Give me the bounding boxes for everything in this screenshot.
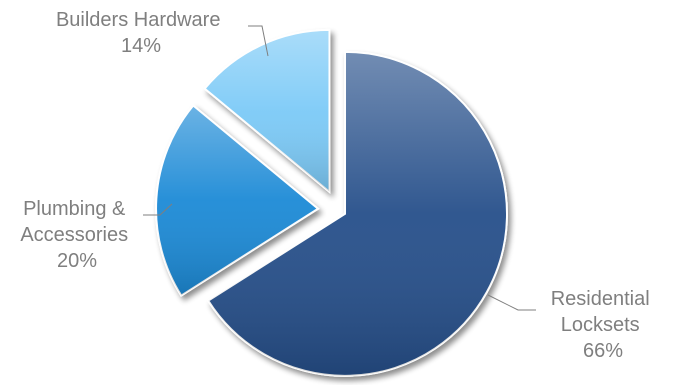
pie-slices xyxy=(155,28,508,377)
pie-slice-residential-locksets xyxy=(206,50,508,377)
slice-label-line: Builders Hardware xyxy=(56,9,221,31)
slice-value-label: 20% xyxy=(57,250,97,272)
slice-label-line: Accessories xyxy=(20,224,128,246)
slice-label-line: Residential xyxy=(551,288,650,310)
slice-label-plumbing-accessories: Plumbing & Accessories 20% xyxy=(20,198,133,272)
slice-label-line: Plumbing & xyxy=(23,198,126,220)
pie-slice-gloss xyxy=(204,29,330,192)
slice-value-label: 14% xyxy=(121,35,161,57)
slice-label-builders-hardware: Builders Hardware 14% xyxy=(56,9,226,57)
pie-slice-plumbing-accessories xyxy=(155,104,320,297)
slice-value-label: 66% xyxy=(583,340,623,362)
pie-slice-gloss xyxy=(156,105,319,296)
leader-line-plumbing-accessories xyxy=(143,203,173,216)
slice-label-residential-locksets: Residential Locksets 66% xyxy=(551,288,656,362)
leader-line-builders-hardware xyxy=(248,25,269,57)
pie-slice-builders-hardware xyxy=(203,28,331,195)
leader-line-residential-locksets xyxy=(487,294,536,311)
slice-label-line: Locksets xyxy=(561,314,640,336)
slice-labels: Residential Locksets 66% Plumbing & Acce… xyxy=(20,9,656,362)
leader-lines xyxy=(143,25,536,311)
pie-slice-gloss xyxy=(208,51,508,376)
